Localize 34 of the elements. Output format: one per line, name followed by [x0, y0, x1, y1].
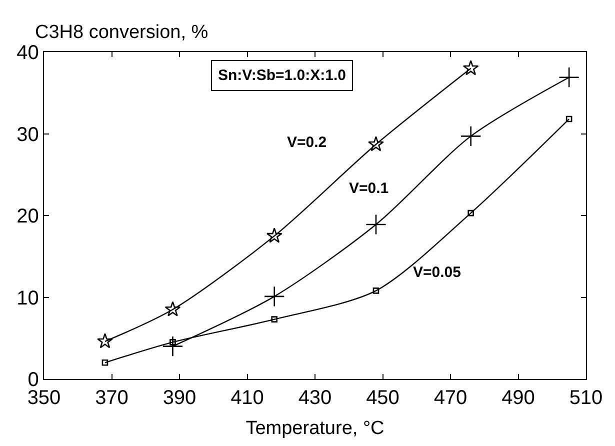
point: [102, 360, 108, 366]
point: [368, 136, 384, 152]
x-tick-label: 390: [162, 387, 196, 410]
point: [366, 214, 386, 235]
x-tick-label: 510: [569, 387, 603, 410]
series-label: V=0.2: [287, 134, 327, 151]
y-axis-title: C3H8 conversion, %: [35, 22, 208, 43]
point: [558, 66, 580, 88]
series-label: V=0.1: [349, 180, 389, 197]
point: [170, 339, 176, 346]
x-axis-title: Temperature, °C: [246, 418, 384, 439]
point: [164, 301, 181, 316]
point: [460, 126, 482, 147]
point: [264, 286, 285, 307]
y-tick-label: 30: [16, 124, 39, 146]
y-tick-label: 40: [16, 42, 39, 64]
point: [372, 288, 380, 294]
point: [468, 210, 474, 216]
y-tick-label: 20: [16, 206, 39, 228]
x-tick-label: 430: [298, 387, 332, 410]
series-label: V=0.05: [413, 264, 461, 281]
x-tick-label: 370: [95, 387, 128, 410]
point: [97, 333, 113, 348]
x-tick-label: 450: [366, 387, 400, 410]
point: [266, 228, 282, 243]
y-tick-label: 10: [16, 287, 39, 310]
point: [271, 316, 278, 322]
point: [566, 116, 572, 122]
point: [462, 60, 479, 76]
x-tick-label: 410: [230, 387, 264, 410]
x-tick-label: 470: [434, 387, 468, 410]
point: [162, 336, 184, 357]
annotation: Sn:V:Sb=1.0:X:1.0: [218, 67, 346, 84]
x-tick-label: 490: [502, 387, 535, 410]
